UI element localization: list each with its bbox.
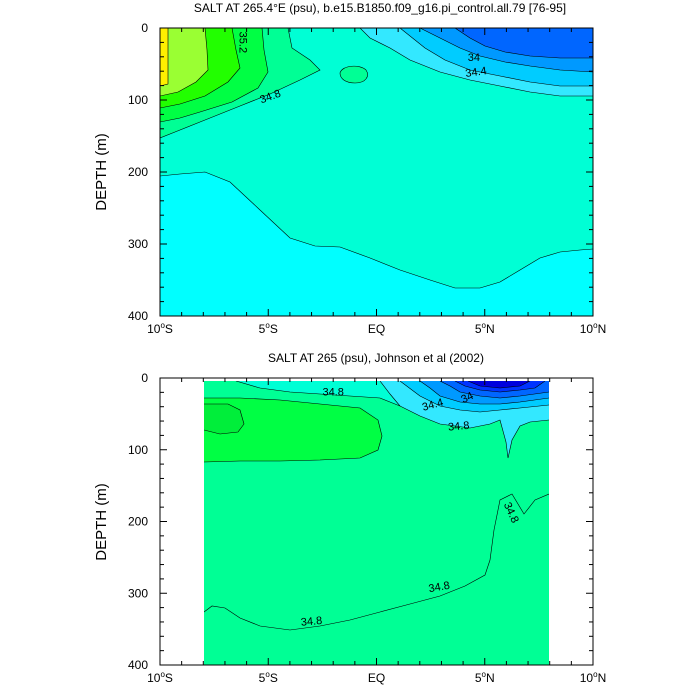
y-tick-label: 0	[141, 371, 148, 385]
contour-label: 34.8	[448, 420, 470, 434]
contour-label: 34.8	[300, 615, 322, 629]
fill-blob	[340, 66, 368, 83]
contour-line	[160, 28, 241, 109]
contour-line	[204, 397, 383, 463]
x-tick-label: 5oS	[259, 321, 278, 336]
contour-label: 34	[459, 390, 475, 406]
x-tick-label: 10oS	[147, 670, 173, 685]
x-tick-label-main: 5	[475, 322, 482, 336]
contour-line	[160, 28, 269, 123]
contour-line	[419, 381, 549, 405]
x-tick-label-degree: o	[482, 321, 487, 330]
contour-line	[160, 28, 321, 139]
x-tick-label: 10oN	[580, 321, 606, 336]
x-tick-label: 5oN	[475, 670, 495, 685]
x-tick-label-degree: o	[482, 670, 487, 679]
x-tick-label: 5oS	[259, 670, 278, 685]
panel-1-ylabel: DEPTH (m)	[93, 133, 110, 211]
y-tick-label: 300	[128, 586, 148, 600]
contour-line	[160, 28, 209, 97]
fill-blue-dark	[455, 28, 593, 58]
y-tick-label: 0	[141, 21, 148, 35]
x-tick-label-degree: o	[593, 321, 598, 330]
x-tick-label-main: 5	[259, 671, 266, 685]
contour-line	[467, 381, 531, 389]
x-tick-label-main: EQ	[368, 671, 385, 685]
contour-line	[439, 381, 549, 399]
contour-line	[379, 381, 401, 407]
y-tick-label: 400	[128, 658, 148, 672]
x-tick-label-degree: o	[160, 670, 165, 679]
contour-line	[359, 28, 593, 97]
fill-yellow-green	[160, 28, 208, 96]
x-tick-label-main: 10	[580, 671, 594, 685]
contour-line	[339, 65, 368, 84]
x-tick-label-main: 10	[147, 671, 161, 685]
contour-line	[204, 403, 245, 435]
contour-line	[399, 28, 593, 87]
contour-line	[204, 493, 549, 631]
panel-2-ylabel: DEPTH (m)	[93, 483, 110, 561]
contour-line	[160, 171, 593, 289]
contour-line	[454, 28, 593, 59]
y-tick-label: 300	[128, 237, 148, 251]
x-tick-label-hemisphere: N	[598, 322, 607, 336]
contour-line	[419, 28, 593, 73]
x-tick-label-hemisphere: N	[486, 322, 495, 336]
contour-label: 35.2	[236, 32, 248, 53]
contour-label: 34.8	[322, 386, 343, 398]
x-tick-label-main: 10	[580, 322, 594, 336]
panel-observed: SALT AT 265 (psu), Johnson et al (2002)	[93, 351, 606, 685]
fill-green	[204, 398, 382, 462]
y-tick-label: 100	[128, 93, 148, 107]
fill-green-blob	[204, 404, 244, 434]
contour-line	[454, 381, 546, 393]
contour-line	[235, 381, 549, 459]
x-tick-label-main: 5	[259, 322, 266, 336]
contour-label: 34	[468, 52, 480, 64]
x-tick-label: 5oN	[475, 321, 495, 336]
x-tick-label-hemisphere: S	[270, 322, 278, 336]
x-tick-label-degree: o	[265, 321, 270, 330]
x-tick-label-degree: o	[265, 670, 270, 679]
x-tick-label-hemisphere: S	[270, 671, 278, 685]
x-tick-label: EQ	[368, 322, 385, 336]
x-tick-label-main: 10	[147, 322, 161, 336]
y-tick-label: 200	[128, 165, 148, 179]
y-tick-label: 400	[128, 309, 148, 323]
panel-1-title: SALT AT 265.4°E (psu), b.e15.B1850.f09_g…	[194, 1, 566, 15]
x-tick-label-hemisphere: N	[598, 671, 607, 685]
x-tick-label-hemisphere: N	[486, 671, 495, 685]
x-tick-label-hemisphere: S	[165, 671, 173, 685]
panel-model: SALT AT 265.4°E (psu), b.e15.B1850.f09_g…	[93, 1, 606, 336]
y-tick-label: 100	[128, 443, 148, 457]
x-tick-label-degree: o	[593, 670, 598, 679]
panel-2-title: SALT AT 265 (psu), Johnson et al (2002)	[268, 351, 484, 365]
x-tick-label-hemisphere: S	[165, 322, 173, 336]
x-tick-label-degree: o	[160, 321, 165, 330]
y-tick-label: 200	[128, 515, 148, 529]
x-tick-label: 10oS	[147, 321, 173, 336]
panel-2-field	[204, 381, 549, 665]
contour-label: 34.4	[465, 65, 488, 80]
x-tick-label-main: 5	[475, 671, 482, 685]
contour-label: 34.4	[421, 397, 445, 414]
x-tick-label-main: EQ	[368, 322, 385, 336]
x-tick-label: EQ	[368, 671, 385, 685]
panel-1-field	[160, 28, 593, 316]
contour-label: 34.8	[428, 580, 451, 596]
contour-line	[399, 381, 549, 413]
x-tick-label: 10oN	[580, 670, 606, 685]
